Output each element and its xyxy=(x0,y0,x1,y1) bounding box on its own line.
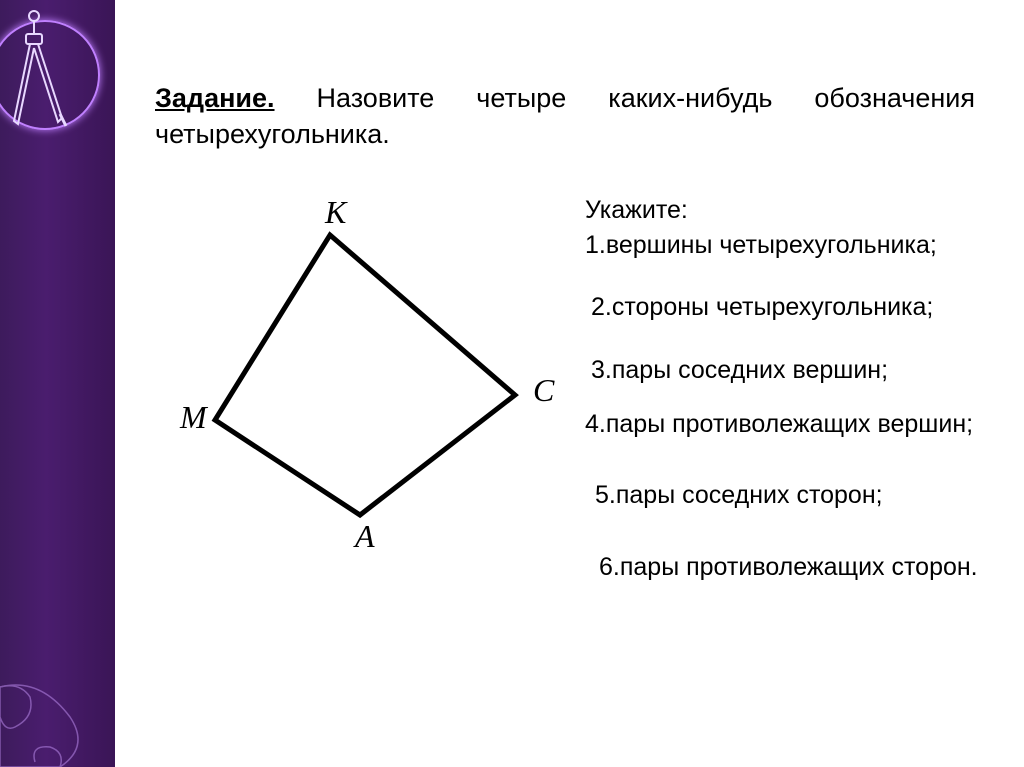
quadrilateral-diagram: K C A M xyxy=(170,200,570,570)
svg-text:C: C xyxy=(533,372,555,408)
content-area: Задание. Назовите четыре каких-нибудь об… xyxy=(115,0,1024,767)
list-intro: Укажите: xyxy=(585,194,1015,227)
svg-text:K: K xyxy=(324,200,348,230)
list-item: 2.стороны четырехугольника; xyxy=(591,291,1015,324)
svg-text:M: M xyxy=(179,399,209,435)
svg-text:A: A xyxy=(353,518,375,554)
ornament-icon xyxy=(0,587,115,767)
task-body: Назовите четыре каких-нибудь обозначения… xyxy=(155,83,975,149)
list-item: 4.пары противолежащих вершин; xyxy=(585,408,1015,441)
task-label: Задание. xyxy=(155,83,275,113)
diagram-container: K C A M xyxy=(130,180,570,590)
list-item: 1.вершины четырехугольника; xyxy=(585,229,1015,262)
sidebar-purple xyxy=(0,0,115,767)
list-item: 6.пары противолежащих сторон. xyxy=(599,551,1015,584)
list-item: 5.пары соседних сторон; xyxy=(595,479,1015,512)
instruction-list: Укажите: 1.вершины четырехугольника; 2.с… xyxy=(585,194,1015,588)
list-item: 3.пары соседних вершин; xyxy=(591,354,1015,387)
task-text: Задание. Назовите четыре каких-нибудь об… xyxy=(155,80,975,153)
compass-icon xyxy=(4,6,84,136)
